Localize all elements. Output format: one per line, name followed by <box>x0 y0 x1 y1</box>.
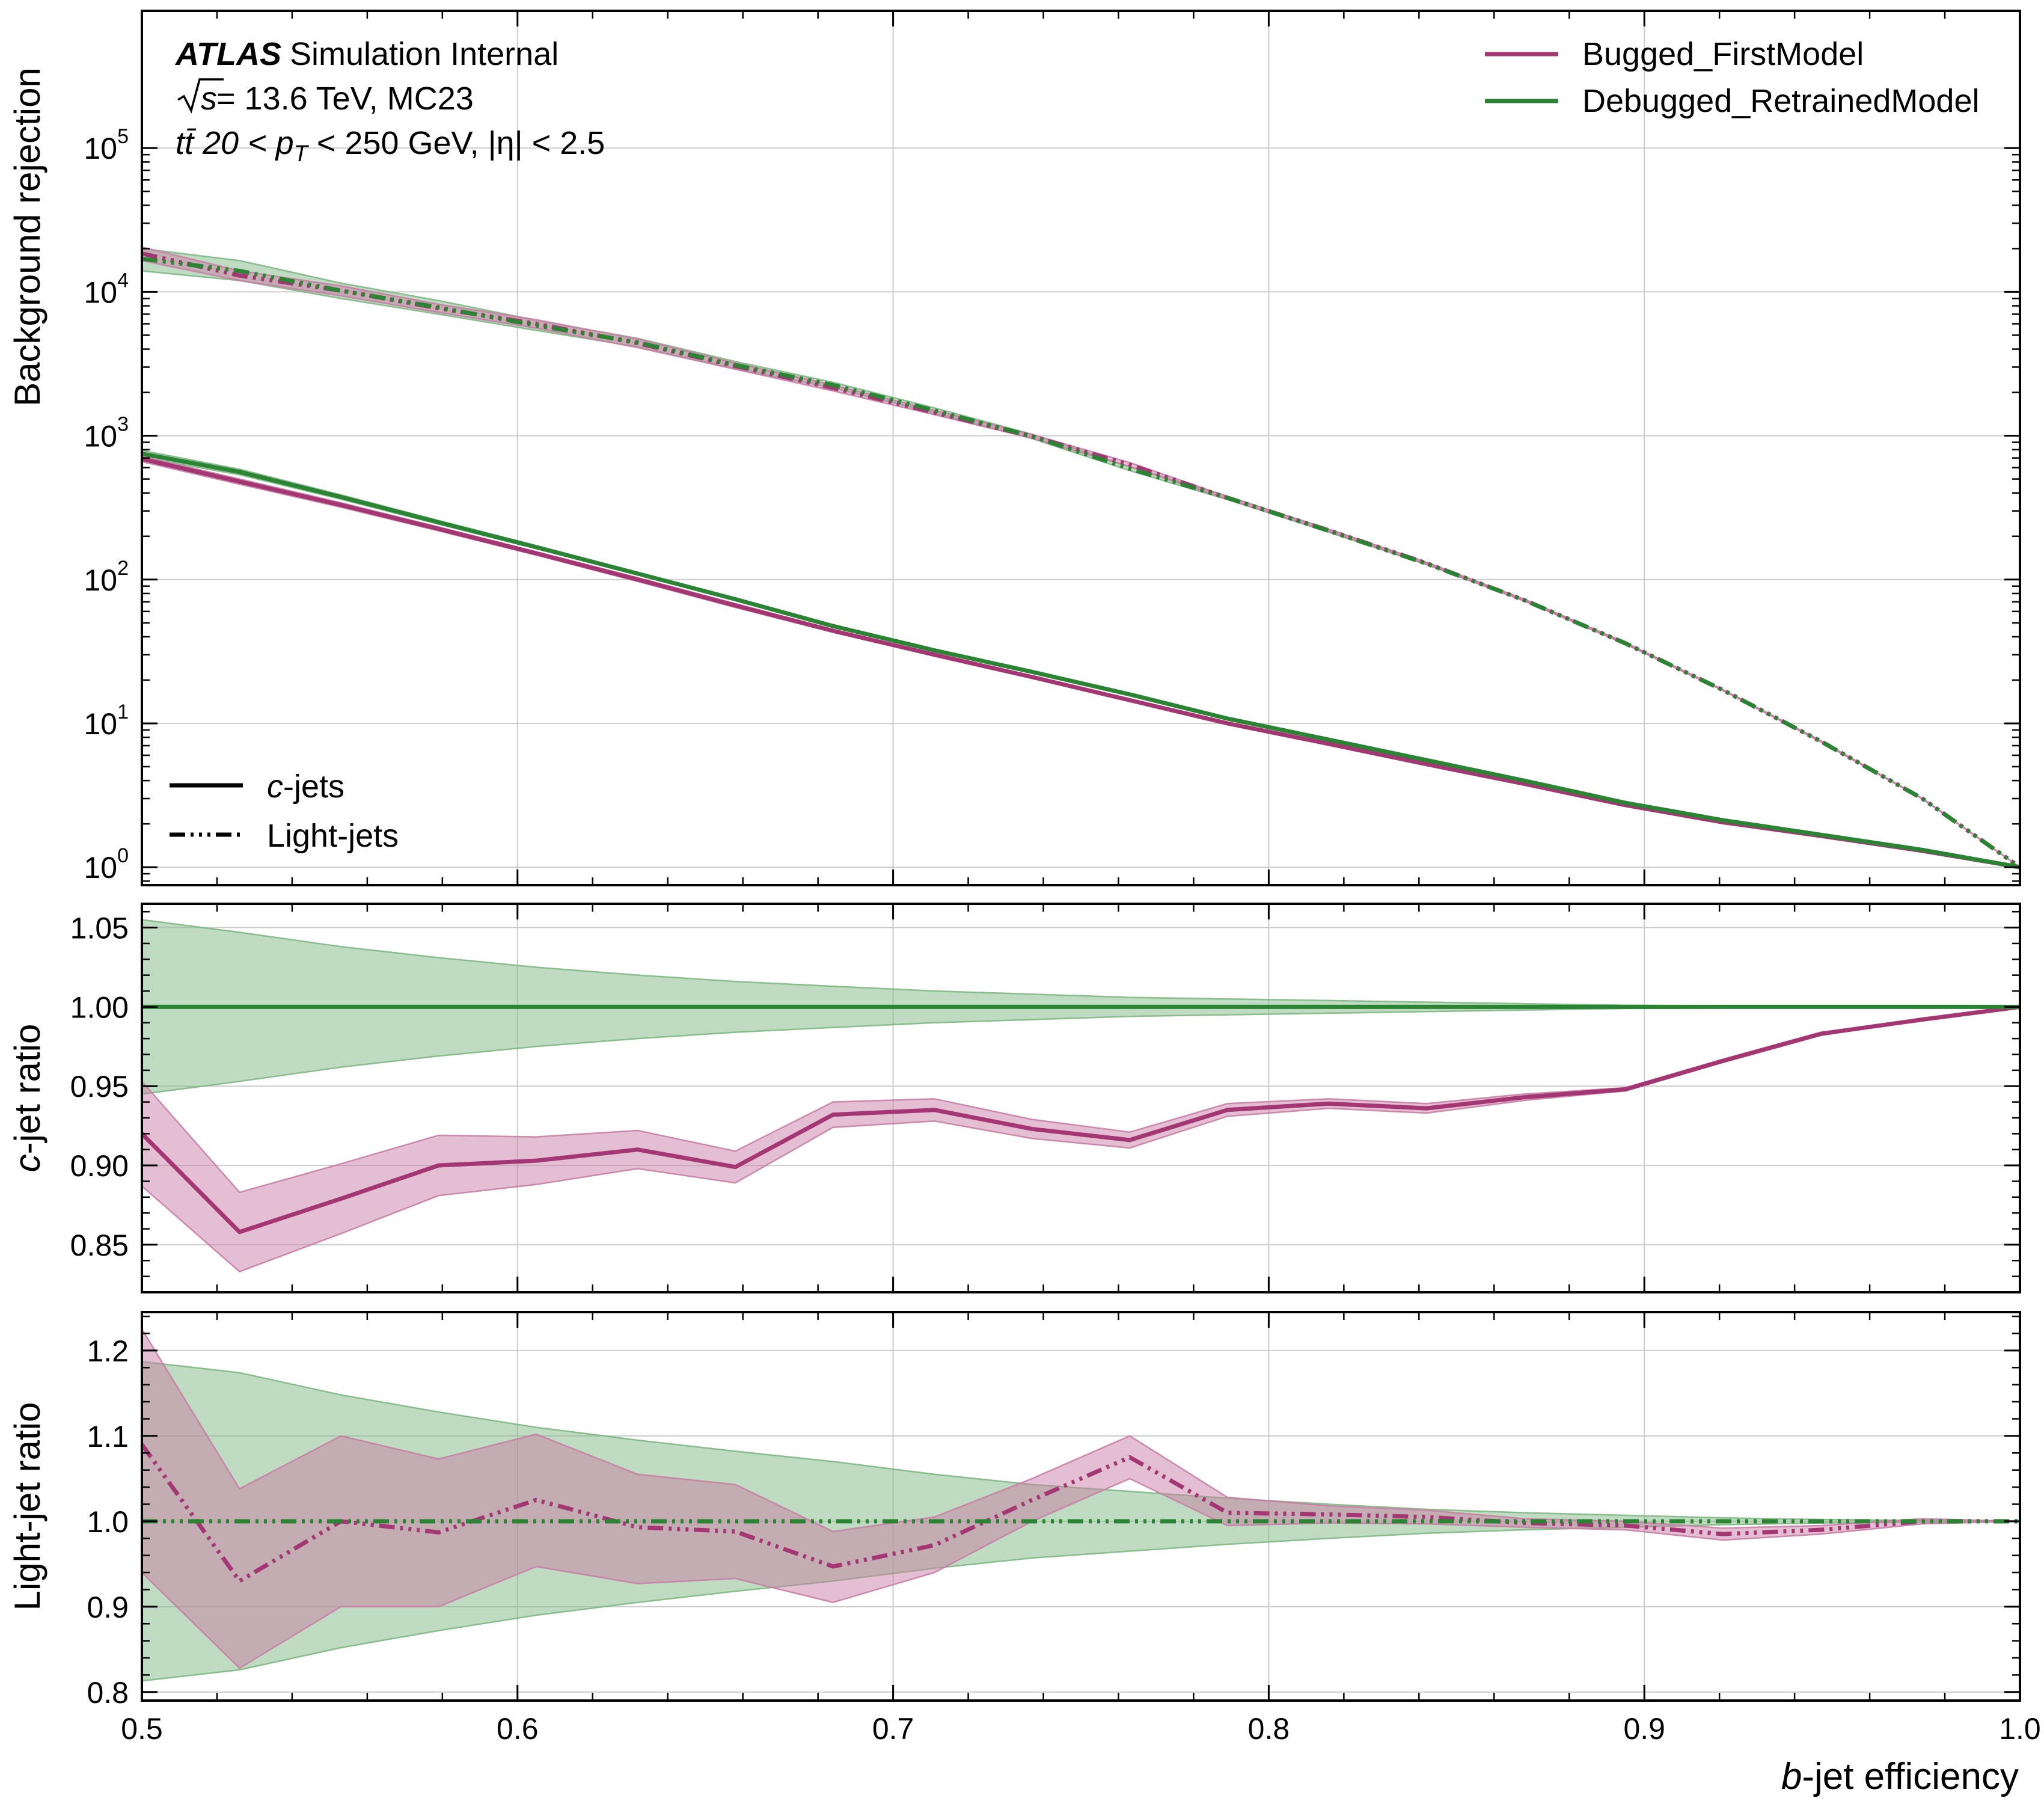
xtick-label: 0.9 <box>1623 1712 1665 1746</box>
main-frame <box>141 10 2021 886</box>
c-ratio-ylabel: c-jet ratio <box>7 1024 47 1173</box>
atlas-label: ATLAS Simulation Internal <box>174 36 558 72</box>
energy-label: s = 13.6 TeV, MC23 <box>177 78 474 117</box>
light-ratio-frame <box>141 1311 2021 1702</box>
line-bugged-light-jets <box>141 251 2022 869</box>
line-debugged-light-jets <box>141 256 2022 869</box>
band-debugged-light-jets <box>141 247 2021 868</box>
light-ratio-ylabel: Light-jet ratio <box>7 1402 47 1611</box>
light-ratio-lines <box>140 1443 2020 1583</box>
ytick-label: 104 <box>84 269 129 309</box>
style-legend: c-jets Light-jets <box>170 769 399 854</box>
main-bands <box>141 246 2021 868</box>
sample-label: tt̄ 20 < pT < 250 GeV, |η| < 2.5 <box>176 125 605 167</box>
ytick-label: 1.0 <box>87 1505 129 1539</box>
c-ratio-lines <box>140 1004 2021 1235</box>
ytick-label: 0.9 <box>87 1591 129 1624</box>
legend-label-light-jets: Light-jets <box>267 818 399 854</box>
ytick-label: 1.05 <box>70 912 129 945</box>
ytick-label: 1.1 <box>87 1420 129 1453</box>
legend-label-bugged: Bugged_FirstModel <box>1582 36 1864 72</box>
c-ratio-panel: 0.85 0.90 0.95 1.00 1.05 <box>70 903 2021 1293</box>
model-legend: Bugged_FirstModel Debugged_RetrainedMode… <box>1485 36 1979 119</box>
legend-label-c-jets: c-jets <box>267 769 344 805</box>
xtick-label: 0.8 <box>1248 1712 1290 1746</box>
ytick-label: 1.00 <box>70 990 129 1024</box>
xtick-label: 1.0 <box>1999 1712 2041 1746</box>
band-debugged-c-jets <box>141 449 2021 868</box>
ytick-label: 105 <box>84 125 129 165</box>
c-ratio-bands <box>141 918 2021 1273</box>
ytick-label: 0.8 <box>87 1676 129 1710</box>
main-panel: 100 101 102 103 104 105 ATLAS Simulation Inter… <box>84 10 2022 886</box>
line-bugged <box>140 1443 2020 1583</box>
c-ratio-frame <box>141 903 2021 1293</box>
ytick-label: 102 <box>84 557 129 597</box>
main-ylabel: Background rejection <box>7 67 47 407</box>
xlabel: b-jet efficiency <box>1781 1756 2019 1797</box>
ytick-label: 0.95 <box>70 1070 129 1103</box>
xtick-label: 0.7 <box>872 1712 914 1746</box>
band-bugged-light-jets <box>141 246 2021 868</box>
ytick-label: 103 <box>84 413 129 453</box>
ytick-label: 1.2 <box>87 1334 129 1368</box>
light-ratio-panel: 0.8 0.9 1.0 1.1 1.2 0.5 0.6 0.7 0.8 0.9 1.0 <box>87 1311 2041 1746</box>
line-bugged <box>140 1004 2021 1235</box>
ytick-label: 100 <box>84 844 129 885</box>
ytick-label: 0.85 <box>70 1229 129 1262</box>
xtick-label: 0.6 <box>497 1712 539 1746</box>
ytick-label: 0.90 <box>70 1149 129 1183</box>
light-ratio-ticks: 0.8 0.9 1.0 1.1 1.2 0.5 0.6 0.7 0.8 0.9 1.0 <box>87 1312 2041 1746</box>
main-grid <box>142 11 2020 885</box>
svg-text:= 13.6 TeV, MC23: = 13.6 TeV, MC23 <box>216 81 474 117</box>
xtick-label: 0.5 <box>121 1712 163 1746</box>
line-debugged-c-jets <box>141 452 2021 870</box>
svg-text:s: s <box>201 81 217 117</box>
legend-label-debugged: Debugged_RetrainedModel <box>1582 83 1979 119</box>
main-lines <box>141 251 2022 870</box>
ytick-label: 101 <box>84 701 129 741</box>
light-ratio-bands <box>141 1326 2021 1682</box>
